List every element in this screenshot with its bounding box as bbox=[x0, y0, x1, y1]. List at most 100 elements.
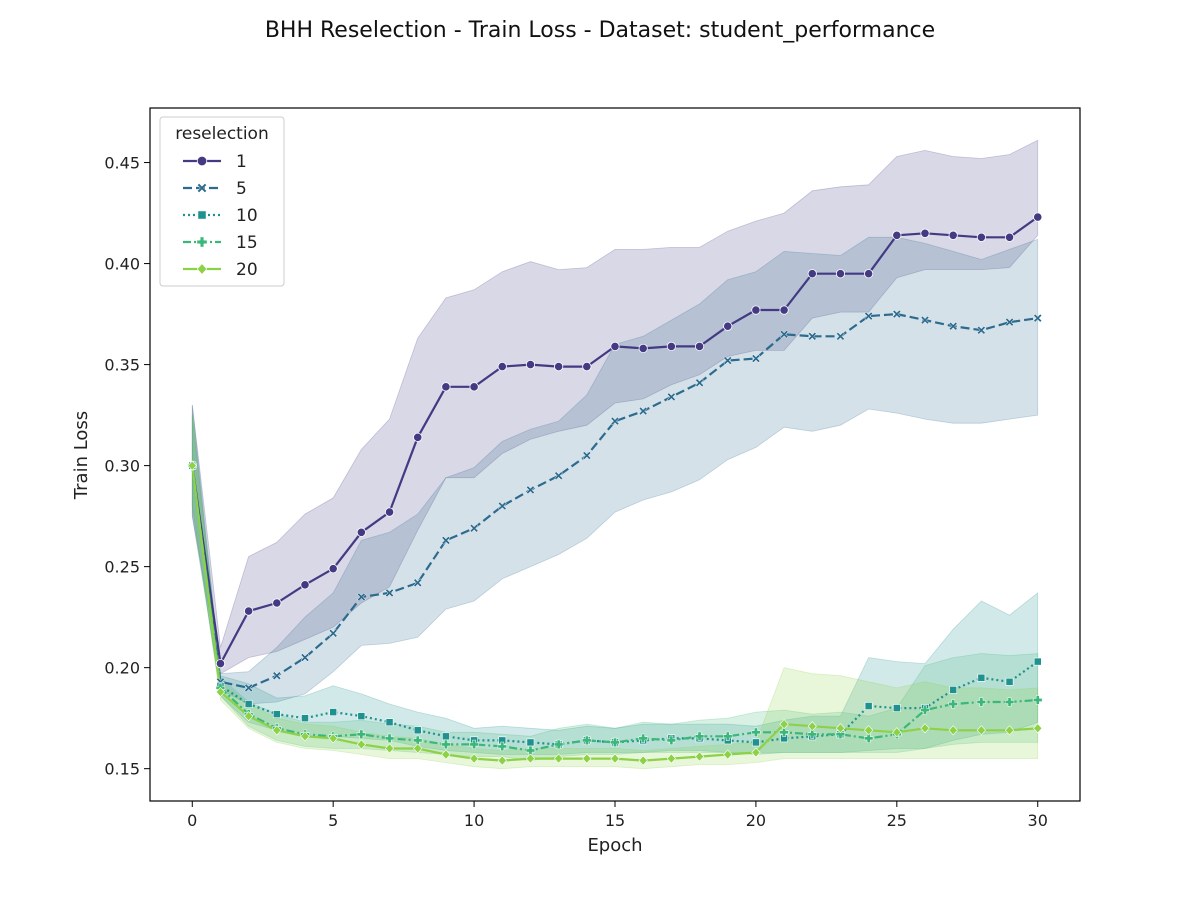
point-series-5-epoch-16 bbox=[638, 406, 648, 416]
point-series-1-epoch-6 bbox=[356, 527, 366, 537]
point-series-15-epoch-14 bbox=[582, 735, 592, 746]
point-series-20-epoch-7 bbox=[384, 743, 395, 754]
point-series-20-epoch-10 bbox=[469, 753, 479, 764]
point-series-5-epoch-4 bbox=[300, 653, 310, 662]
legend-label-15: 15 bbox=[236, 233, 258, 253]
point-series-15-epoch-15 bbox=[610, 737, 620, 748]
point-series-1-epoch-7 bbox=[384, 507, 395, 517]
point-series-15-epoch-12 bbox=[525, 745, 536, 756]
x-axis-label: Epoch bbox=[587, 835, 642, 856]
point-series-20-epoch-28 bbox=[976, 725, 986, 736]
point-series-10-epoch-20 bbox=[752, 738, 760, 747]
point-series-20-epoch-8 bbox=[413, 743, 423, 754]
point-series-1-epoch-21 bbox=[779, 305, 789, 315]
point-series-1-epoch-26 bbox=[920, 228, 930, 238]
point-series-5-epoch-10 bbox=[469, 523, 479, 533]
legend-box bbox=[159, 116, 285, 287]
point-series-1-epoch-23 bbox=[835, 269, 846, 279]
legend-label-5: 5 bbox=[236, 179, 247, 199]
point-series-20-epoch-25 bbox=[892, 727, 902, 738]
point-series-10-epoch-25 bbox=[892, 704, 901, 712]
point-series-1-epoch-29 bbox=[1004, 232, 1015, 242]
point-series-20-epoch-27 bbox=[948, 725, 958, 736]
point-series-5-epoch-11 bbox=[497, 501, 507, 511]
x-tick-label: 15 bbox=[605, 811, 625, 830]
point-series-20-epoch-1 bbox=[215, 686, 226, 697]
point-series-1-epoch-27 bbox=[948, 230, 958, 240]
point-series-10-epoch-9 bbox=[442, 732, 450, 741]
point-series-1-epoch-9 bbox=[441, 382, 451, 392]
point-series-15-epoch-22 bbox=[807, 729, 817, 739]
point-series-15-epoch-20 bbox=[751, 727, 761, 737]
legend-title: reselection bbox=[175, 124, 268, 144]
x-tick-label: 5 bbox=[328, 811, 338, 830]
legend-marker-10 bbox=[197, 210, 207, 220]
point-series-20-epoch-26 bbox=[920, 723, 930, 734]
point-series-1-epoch-14 bbox=[582, 362, 592, 372]
point-series-10-epoch-27 bbox=[949, 686, 958, 694]
point-series-5-epoch-13 bbox=[554, 471, 563, 481]
point-series-10-epoch-7 bbox=[385, 718, 394, 727]
legend-marker-1 bbox=[196, 155, 208, 167]
point-series-5-epoch-18 bbox=[695, 378, 704, 388]
point-series-15-epoch-11 bbox=[497, 741, 507, 752]
point-series-20-epoch-16 bbox=[638, 755, 648, 766]
point-series-20-epoch-11 bbox=[497, 755, 507, 766]
point-series-10-epoch-12 bbox=[526, 738, 535, 747]
point-series-5-epoch-15 bbox=[610, 416, 620, 426]
point-series-1-epoch-17 bbox=[666, 341, 676, 352]
point-series-15-epoch-17 bbox=[666, 735, 677, 746]
x-tick-label: 25 bbox=[887, 811, 907, 830]
point-series-20-epoch-2 bbox=[244, 711, 254, 722]
y-tick-label: 0.15 bbox=[104, 760, 140, 779]
point-series-20-epoch-17 bbox=[666, 753, 676, 764]
band-series-20 bbox=[191, 415, 1039, 770]
point-series-15-epoch-24 bbox=[863, 733, 874, 744]
point-series-1-epoch-20 bbox=[751, 305, 761, 315]
point-series-5-epoch-21 bbox=[779, 329, 789, 339]
y-tick-label: 0.40 bbox=[104, 255, 140, 274]
point-series-1-epoch-25 bbox=[892, 230, 902, 240]
point-series-5-epoch-28 bbox=[977, 325, 986, 335]
point-series-5-epoch-3 bbox=[272, 671, 282, 681]
point-series-5-epoch-23 bbox=[836, 331, 845, 341]
point-series-1-epoch-19 bbox=[723, 321, 733, 331]
point-series-15-epoch-26 bbox=[920, 705, 930, 715]
point-series-20-epoch-12 bbox=[525, 753, 536, 764]
point-series-10-epoch-4 bbox=[301, 714, 309, 723]
point-series-15-epoch-29 bbox=[1004, 697, 1015, 707]
point-series-5-epoch-25 bbox=[892, 309, 902, 319]
point-series-15-epoch-9 bbox=[441, 739, 451, 750]
legend-marker-5 bbox=[197, 183, 207, 193]
point-series-5-epoch-5 bbox=[328, 628, 338, 638]
point-series-5-epoch-17 bbox=[667, 392, 676, 402]
point-series-1-epoch-4 bbox=[300, 580, 310, 590]
point-series-1-epoch-18 bbox=[694, 341, 705, 352]
point-series-10-epoch-24 bbox=[864, 702, 873, 710]
point-series-20-epoch-30 bbox=[1033, 723, 1043, 734]
point-series-5-epoch-29 bbox=[1005, 317, 1014, 327]
point-series-20-epoch-18 bbox=[694, 751, 705, 762]
point-series-5-epoch-2 bbox=[244, 683, 253, 693]
y-tick-label: 0.35 bbox=[104, 356, 140, 375]
point-series-1-epoch-10 bbox=[469, 382, 479, 392]
point-series-1-epoch-3 bbox=[272, 598, 282, 608]
point-series-10-epoch-3 bbox=[272, 710, 281, 718]
point-series-5-epoch-8 bbox=[413, 578, 423, 588]
point-series-10-epoch-8 bbox=[413, 726, 422, 735]
point-series-1-epoch-5 bbox=[328, 564, 338, 574]
chart-title: BHH Reselection - Train Loss - Dataset: … bbox=[265, 18, 935, 43]
point-series-20-epoch-24 bbox=[864, 725, 874, 736]
legend-marker-20 bbox=[196, 263, 208, 275]
point-series-20-epoch-6 bbox=[356, 739, 366, 750]
point-series-5-epoch-19 bbox=[723, 356, 733, 365]
y-axis-label: Train Loss bbox=[71, 411, 92, 500]
point-series-10-epoch-30 bbox=[1033, 657, 1042, 666]
x-tick-label: 20 bbox=[746, 811, 766, 830]
legend-label-20: 20 bbox=[236, 260, 258, 280]
point-series-15-epoch-10 bbox=[469, 739, 479, 750]
y-tick-label: 0.45 bbox=[104, 154, 140, 173]
point-series-5-epoch-6 bbox=[357, 592, 366, 602]
point-series-15-epoch-6 bbox=[356, 729, 367, 739]
point-series-5-epoch-24 bbox=[864, 311, 873, 321]
